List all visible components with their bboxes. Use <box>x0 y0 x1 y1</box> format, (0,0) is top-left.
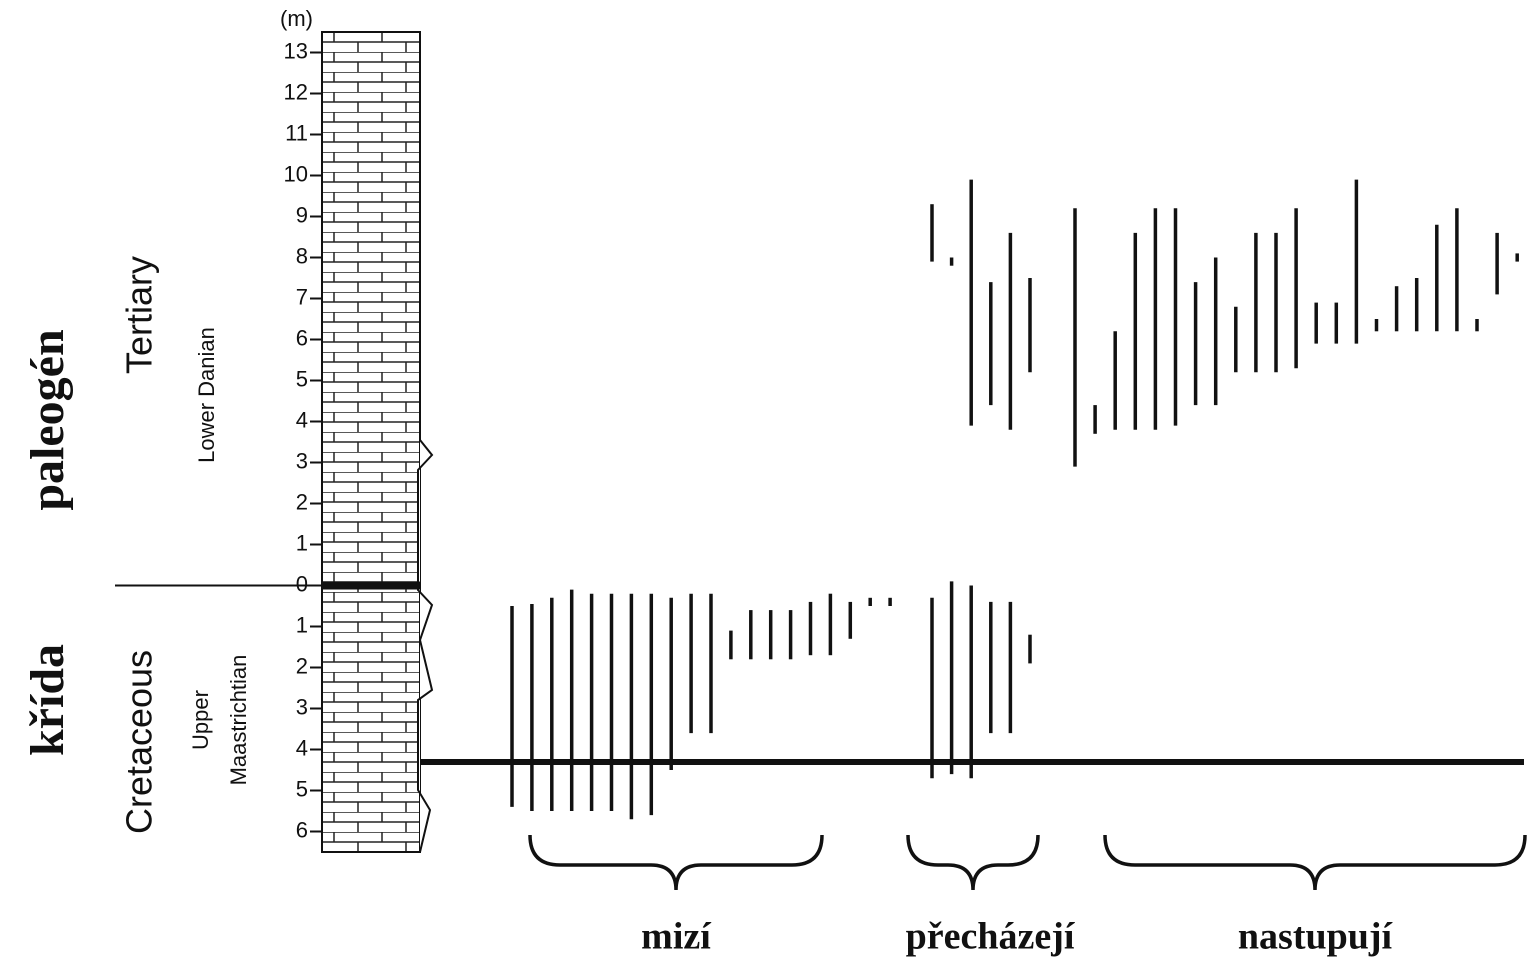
y-tick-label: 0 <box>296 571 308 596</box>
y-tick-label: 2 <box>296 653 308 678</box>
group-label: nastupují <box>1238 916 1394 958</box>
y-tick-label: 9 <box>296 202 308 227</box>
era-label: křída <box>21 644 74 756</box>
y-tick-label: 4 <box>296 735 308 760</box>
group-brace <box>906 834 1040 891</box>
system-label: Tertiary <box>119 256 160 374</box>
stage-label: Maastrichtian <box>226 655 251 786</box>
y-tick-label: 13 <box>284 38 308 63</box>
boundary-clay <box>322 581 420 590</box>
y-tick-label: 2 <box>296 489 308 514</box>
y-tick-label: 12 <box>284 79 308 104</box>
y-tick-label: 7 <box>296 284 308 309</box>
stage-label: Lower Danian <box>194 327 219 463</box>
stage-label: Upper <box>188 690 213 750</box>
column-profile <box>417 439 434 853</box>
y-tick-label: 5 <box>296 366 308 391</box>
group-label: mizí <box>641 916 712 958</box>
y-tick-label: 4 <box>296 407 308 432</box>
y-tick-label: 3 <box>296 448 308 473</box>
y-tick-label: 11 <box>285 120 308 145</box>
group-brace <box>528 834 824 891</box>
group-label: přecházejí <box>906 916 1076 958</box>
y-tick-label: 10 <box>284 161 308 186</box>
limestone-column <box>321 31 421 853</box>
y-axis-label: (m) <box>280 6 313 31</box>
y-tick-label: 3 <box>296 694 308 719</box>
y-tick-label: 5 <box>296 776 308 801</box>
system-label: Cretaceous <box>119 650 160 834</box>
y-tick-label: 1 <box>296 612 308 637</box>
era-label: paleogén <box>21 329 74 510</box>
group-brace <box>1103 834 1527 891</box>
y-tick-label: 8 <box>296 243 308 268</box>
y-tick-label: 1 <box>296 530 308 555</box>
y-tick-label: 6 <box>296 325 308 350</box>
y-tick-label: 6 <box>296 817 308 842</box>
